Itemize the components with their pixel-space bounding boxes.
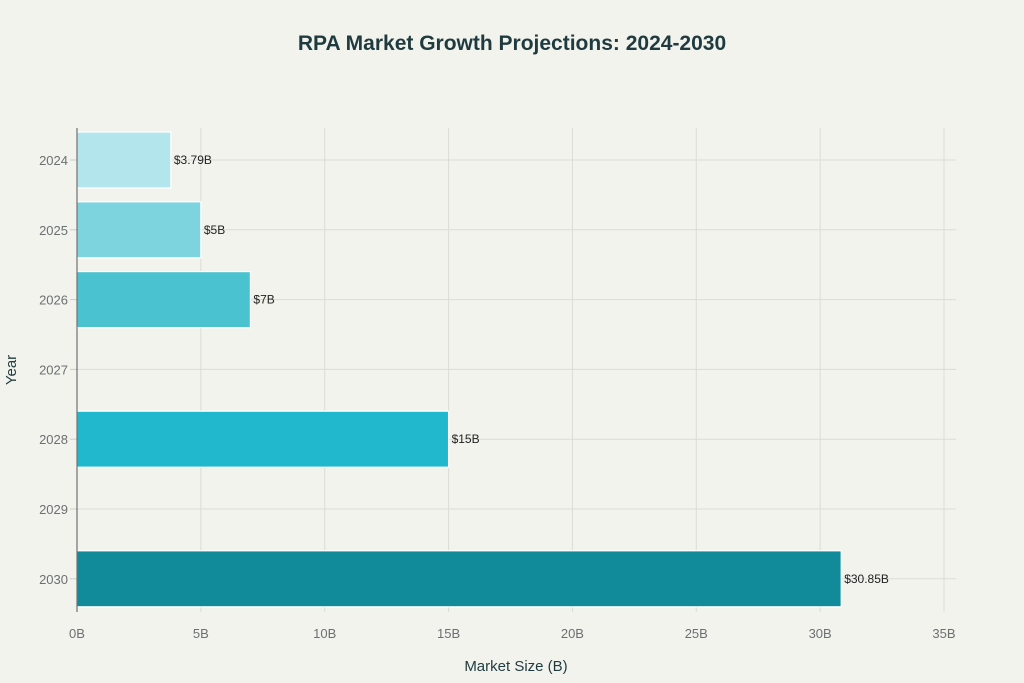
- y-tick-label: 2025: [39, 223, 68, 238]
- bar-2024: [76, 131, 172, 189]
- y-tick-label: 2024: [39, 153, 68, 168]
- data-label-2026: $7B: [253, 293, 274, 307]
- y-tick-label: 2030: [39, 572, 68, 587]
- y-tick-label: 2028: [39, 432, 68, 447]
- chart-title: RPA Market Growth Projections: 2024-2030: [298, 32, 726, 55]
- data-label-2025: $5B: [204, 223, 225, 237]
- bar-2030: [76, 550, 842, 608]
- x-tick-label: 35B: [932, 626, 955, 641]
- x-tick-label: 0B: [69, 626, 85, 641]
- x-tick-label: 10B: [313, 626, 336, 641]
- bar-2028: [76, 410, 450, 468]
- x-axis-label: Market Size (B): [464, 658, 567, 675]
- y-axis-label: Year: [3, 355, 20, 385]
- x-tick-label: 15B: [437, 626, 460, 641]
- x-tick-label: 5B: [193, 626, 209, 641]
- data-label-2024: $3.79B: [174, 153, 212, 167]
- y-tick-label: 2029: [39, 502, 68, 517]
- x-tick-label: 25B: [685, 626, 708, 641]
- y-tick-label: 2026: [39, 293, 68, 308]
- bar-2025: [76, 201, 202, 259]
- data-label-2030: $30.85B: [844, 572, 889, 586]
- y-tick-label: 2027: [39, 362, 68, 377]
- x-tick-label: 20B: [561, 626, 584, 641]
- bar-2026: [76, 271, 251, 329]
- data-label-2028: $15B: [452, 432, 480, 446]
- x-tick-label: 30B: [809, 626, 832, 641]
